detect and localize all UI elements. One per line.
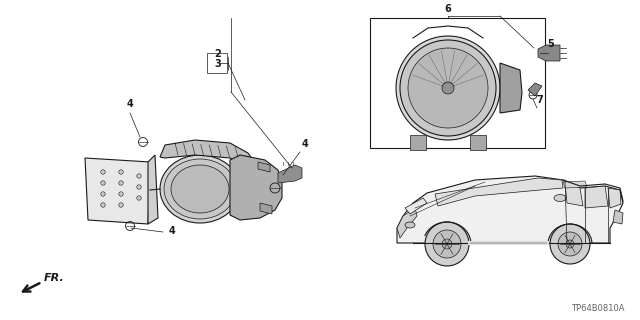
Circle shape	[101, 170, 105, 174]
Polygon shape	[260, 203, 272, 214]
Ellipse shape	[554, 195, 566, 202]
Text: 4: 4	[301, 139, 308, 149]
Polygon shape	[160, 140, 258, 178]
Circle shape	[566, 240, 574, 248]
Polygon shape	[410, 135, 426, 150]
Circle shape	[101, 192, 105, 196]
Polygon shape	[278, 165, 302, 183]
Circle shape	[396, 36, 500, 140]
Text: FR.: FR.	[44, 273, 65, 283]
Circle shape	[119, 203, 123, 207]
Text: 5: 5	[548, 39, 554, 49]
Text: 6: 6	[445, 4, 451, 14]
Text: 4: 4	[168, 226, 175, 236]
Circle shape	[119, 170, 123, 174]
Text: 4: 4	[127, 99, 133, 109]
Polygon shape	[258, 162, 270, 172]
Polygon shape	[563, 181, 587, 188]
Ellipse shape	[171, 165, 229, 213]
Circle shape	[101, 181, 105, 185]
Ellipse shape	[164, 159, 236, 219]
Circle shape	[433, 230, 461, 258]
Circle shape	[550, 224, 590, 264]
Circle shape	[425, 222, 469, 266]
Ellipse shape	[160, 155, 240, 223]
Polygon shape	[397, 208, 417, 238]
Ellipse shape	[405, 222, 415, 228]
Polygon shape	[435, 178, 563, 206]
Polygon shape	[230, 155, 282, 220]
Polygon shape	[613, 210, 623, 224]
Circle shape	[400, 40, 496, 136]
Circle shape	[442, 239, 452, 249]
Text: 3: 3	[214, 59, 221, 69]
Circle shape	[119, 181, 123, 185]
Circle shape	[137, 196, 141, 200]
Polygon shape	[585, 186, 608, 208]
Polygon shape	[397, 176, 623, 243]
Text: TP64B0810A: TP64B0810A	[572, 304, 625, 313]
Polygon shape	[148, 155, 158, 224]
Text: 7: 7	[536, 95, 543, 105]
Circle shape	[137, 174, 141, 178]
Circle shape	[137, 185, 141, 189]
Polygon shape	[470, 135, 486, 150]
Circle shape	[558, 232, 582, 256]
Polygon shape	[528, 83, 542, 96]
Polygon shape	[565, 182, 583, 206]
Polygon shape	[608, 188, 621, 208]
Polygon shape	[405, 198, 427, 214]
Polygon shape	[85, 158, 150, 224]
Text: 2: 2	[214, 49, 221, 59]
Circle shape	[408, 48, 488, 128]
Polygon shape	[500, 63, 522, 113]
Circle shape	[101, 203, 105, 207]
Bar	[370, 18, 545, 148]
Circle shape	[119, 192, 123, 196]
Circle shape	[442, 82, 454, 94]
Polygon shape	[538, 45, 560, 61]
